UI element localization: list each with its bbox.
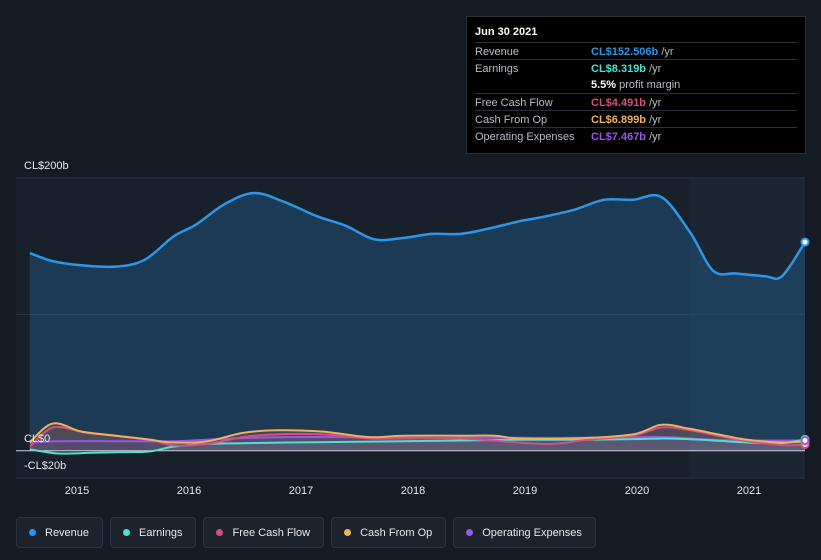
tooltip-value-operating-expenses: CL$7.467b /yr [591, 131, 662, 143]
line-cash-from-op [29, 422, 806, 444]
tooltip-row-cash-from-op: Cash From Op CL$6.899b /yr [475, 110, 797, 128]
area-earnings [29, 438, 806, 454]
tooltip-row-revenue: Revenue CL$152.506b /yr [475, 42, 797, 60]
tooltip-value-free-cash-flow: CL$4.491b /yr [591, 97, 662, 109]
legend-label: Free Cash Flow [232, 526, 311, 539]
legend-item-cash-from-op[interactable]: Cash From Op [331, 517, 447, 548]
x-tick-label-2021: 2021 [736, 485, 762, 497]
legend-dot-icon [344, 529, 352, 536]
area-revenue [29, 192, 806, 451]
x-tick-label-2017: 2017 [288, 485, 314, 497]
tooltip-row-margin: 5.5% profit margin [475, 76, 797, 93]
forecast-region [690, 178, 805, 478]
x-tick-label-2015: 2015 [64, 485, 90, 497]
tooltip-label: Revenue [475, 46, 520, 58]
line-earnings [29, 437, 806, 455]
legend-item-earnings[interactable]: Earnings [110, 517, 197, 548]
y-tick-label-minus-20: -CL$20b [24, 460, 67, 472]
tooltip-date: Jun 30 2021 [475, 26, 538, 38]
data-tooltip: Jun 30 2021 Revenue CL$152.506b /yr Earn… [466, 16, 806, 154]
tooltip-row-operating-expenses: Operating Expenses CL$7.467b /yr [475, 127, 797, 145]
tooltip-value-cash-from-op: CL$6.899b /yr [591, 114, 662, 126]
legend-label: Operating Expenses [482, 526, 582, 539]
tooltip-label: Free Cash Flow [475, 97, 553, 109]
x-tick-label-2020: 2020 [624, 485, 650, 497]
legend-label: Cash From Op [360, 526, 433, 539]
tooltip-row-earnings: Earnings CL$8.319b /yr [475, 59, 797, 77]
legend-dot-icon [29, 529, 36, 536]
legend-dot-icon [216, 529, 224, 536]
x-tick-label-2018: 2018 [400, 485, 426, 497]
chart-legend: Revenue Earnings Free Cash Flow Cash Fro… [16, 517, 596, 548]
legend-item-operating-expenses[interactable]: Operating Expenses [453, 517, 596, 548]
x-tick-label-2016: 2016 [176, 485, 202, 497]
tooltip-label: Operating Expenses [475, 131, 575, 143]
y-tick-label-200: CL$200b [24, 160, 69, 172]
line-revenue [29, 191, 807, 281]
tooltip-label: Earnings [475, 63, 519, 75]
tooltip-row-free-cash-flow: Free Cash Flow CL$4.491b /yr [475, 93, 797, 111]
tooltip-value-revenue: CL$152.506b /yr [591, 46, 674, 58]
marker-revenue [800, 237, 810, 247]
tooltip-value-earnings: CL$8.319b /yr [591, 63, 662, 75]
legend-dot-icon [466, 529, 474, 536]
legend-dot-icon [123, 529, 131, 536]
tooltip-profit-margin: 5.5% profit margin [591, 79, 681, 91]
marker-operating-expenses [800, 436, 810, 445]
y-tick-label-0: CL$0 [24, 433, 51, 445]
legend-item-revenue[interactable]: Revenue [16, 517, 104, 548]
legend-label: Earnings [139, 526, 183, 539]
tooltip-label: Cash From Op [475, 114, 548, 126]
legend-label: Revenue [45, 526, 90, 539]
x-tick-label-2019: 2019 [512, 485, 538, 497]
legend-item-free-cash-flow[interactable]: Free Cash Flow [203, 517, 325, 548]
